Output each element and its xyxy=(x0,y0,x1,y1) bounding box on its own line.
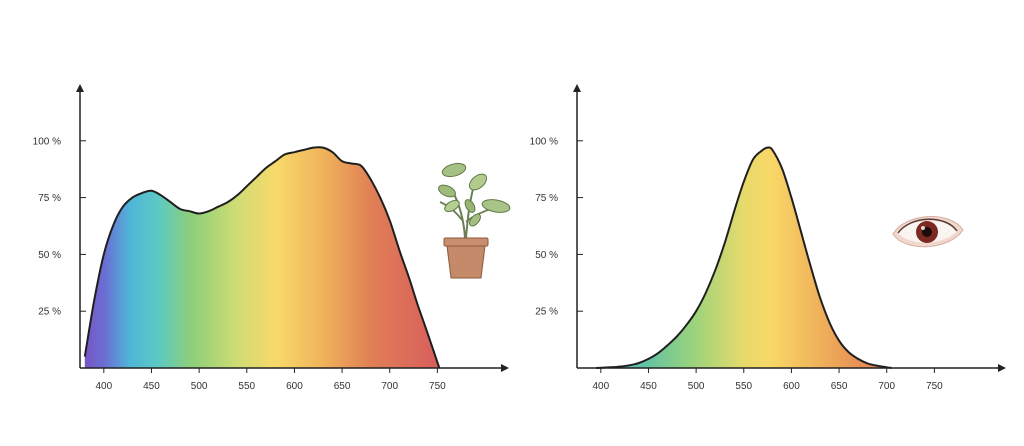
y-ticks: 25 % 50 % 75 % 100 % xyxy=(33,136,86,318)
eye-sensitivity-chart: 400 450 500 550 600 650 700 750 25 % 50 % 75 % 100… xyxy=(530,84,1006,392)
x-tick-label: 750 xyxy=(429,381,446,392)
axes xyxy=(573,84,1006,372)
y-tick-label: 75 % xyxy=(38,193,61,204)
series-area xyxy=(596,147,892,368)
plant-absorption-chart: 400 450 500 550 600 650 700 750 25 % 50 % 75 % 100… xyxy=(33,84,509,392)
y-tick-label: 50 % xyxy=(535,250,558,261)
x-tick-label: 600 xyxy=(783,381,800,392)
x-tick-label: 700 xyxy=(878,381,895,392)
x-tick-label: 450 xyxy=(640,381,657,392)
x-ticks: 400 450 500 550 600 650 700 750 xyxy=(592,368,943,392)
x-tick-label: 650 xyxy=(334,381,351,392)
x-ticks: 400 450 500 550 600 650 700 750 xyxy=(95,368,446,392)
y-tick-label: 50 % xyxy=(38,250,61,261)
x-tick-label: 700 xyxy=(381,381,398,392)
x-tick-label: 550 xyxy=(735,381,752,392)
y-ticks: 25 % 50 % 75 % 100 % xyxy=(530,136,583,318)
eye-icon xyxy=(892,216,964,248)
x-tick-label: 400 xyxy=(592,381,609,392)
x-tick-label: 500 xyxy=(688,381,705,392)
x-tick-label: 450 xyxy=(143,381,160,392)
y-tick-label: 25 % xyxy=(535,307,558,318)
series-line xyxy=(596,146,892,369)
axes xyxy=(76,84,509,372)
y-tick-label: 100 % xyxy=(33,136,61,147)
x-tick-label: 650 xyxy=(831,381,848,392)
y-tick-label: 100 % xyxy=(530,136,558,147)
y-tick-label: 75 % xyxy=(535,193,558,204)
x-tick-label: 600 xyxy=(286,381,303,392)
series-area xyxy=(84,147,440,368)
series-line xyxy=(83,146,441,369)
x-tick-label: 500 xyxy=(191,381,208,392)
x-tick-label: 750 xyxy=(926,381,943,392)
potted-plant-icon xyxy=(438,162,511,279)
x-tick-label: 400 xyxy=(95,381,112,392)
x-tick-label: 550 xyxy=(238,381,255,392)
y-tick-label: 25 % xyxy=(38,307,61,318)
